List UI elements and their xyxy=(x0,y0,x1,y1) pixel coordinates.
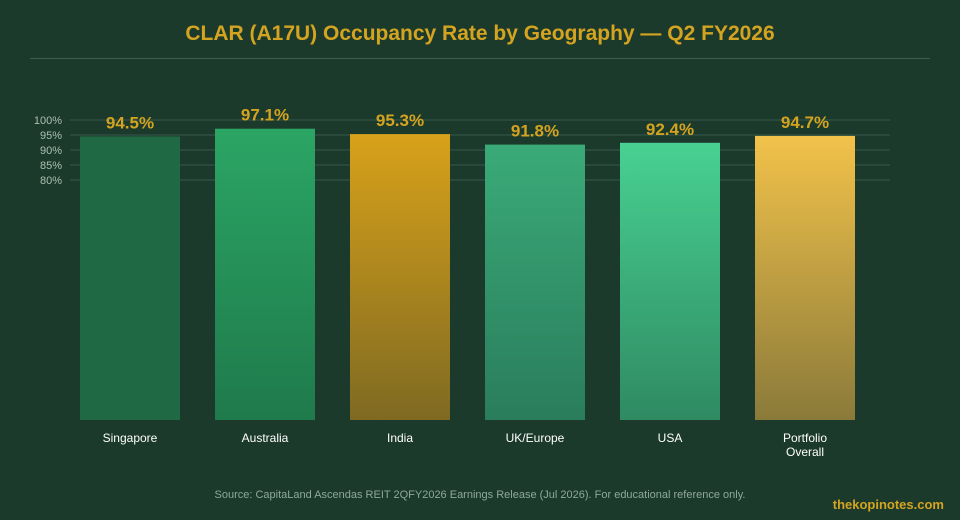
x-tick-label: UK/Europe xyxy=(506,431,565,445)
chart-title: CLAR (A17U) Occupancy Rate by Geography … xyxy=(185,22,775,45)
y-axis-ticks: 80% 85% 90% 95% 100% xyxy=(34,115,62,187)
y-tick-label: 85% xyxy=(40,160,62,172)
bar xyxy=(620,142,720,421)
bars xyxy=(80,128,855,421)
data-label: 94.7% xyxy=(781,113,829,132)
data-label: 95.3% xyxy=(376,111,424,130)
x-tick-label: USA xyxy=(658,431,683,445)
bar xyxy=(755,135,855,420)
bar xyxy=(215,128,315,420)
x-tick-label: Portfolio Overall xyxy=(783,431,827,459)
bar xyxy=(485,144,585,420)
data-label: 94.5% xyxy=(106,114,154,133)
brand-watermark: thekopinotes.com xyxy=(832,497,944,512)
x-tick-label: Singapore xyxy=(103,431,158,445)
gridlines xyxy=(70,119,890,181)
bar xyxy=(80,136,180,420)
data-label: 91.8% xyxy=(511,122,559,141)
data-labels: 94.5% 97.1% 95.3% 91.8% 92.4% 94.7% xyxy=(106,106,829,141)
y-tick-label: 100% xyxy=(34,115,62,127)
x-axis-ticks: Singapore Australia India UK/Europe USA Portf… xyxy=(103,431,828,459)
x-tick-label: Australia xyxy=(242,431,289,445)
y-tick-label: 80% xyxy=(40,175,62,187)
x-tick-label: India xyxy=(387,431,413,445)
data-label: 92.4% xyxy=(646,120,694,139)
title-divider xyxy=(30,58,930,59)
source-note: Source: CapitaLand Ascendas REIT 2QFY202… xyxy=(214,489,746,501)
bar xyxy=(350,134,450,420)
data-label: 97.1% xyxy=(241,106,289,125)
y-tick-label: 95% xyxy=(40,130,62,142)
y-tick-label: 90% xyxy=(40,145,62,157)
